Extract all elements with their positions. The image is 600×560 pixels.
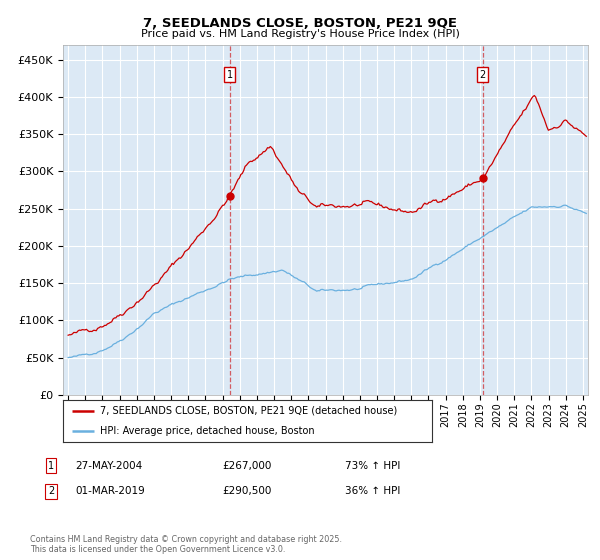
- Text: 1: 1: [227, 69, 233, 80]
- Text: 01-MAR-2019: 01-MAR-2019: [75, 486, 145, 496]
- Text: Price paid vs. HM Land Registry's House Price Index (HPI): Price paid vs. HM Land Registry's House …: [140, 29, 460, 39]
- Text: 73% ↑ HPI: 73% ↑ HPI: [345, 461, 400, 471]
- Text: £267,000: £267,000: [222, 461, 271, 471]
- Text: 27-MAY-2004: 27-MAY-2004: [75, 461, 142, 471]
- Text: 7, SEEDLANDS CLOSE, BOSTON, PE21 9QE: 7, SEEDLANDS CLOSE, BOSTON, PE21 9QE: [143, 17, 457, 30]
- Text: 36% ↑ HPI: 36% ↑ HPI: [345, 486, 400, 496]
- Text: HPI: Average price, detached house, Boston: HPI: Average price, detached house, Bost…: [100, 426, 314, 436]
- Text: 1: 1: [48, 461, 54, 471]
- Text: 7, SEEDLANDS CLOSE, BOSTON, PE21 9QE (detached house): 7, SEEDLANDS CLOSE, BOSTON, PE21 9QE (de…: [100, 406, 397, 416]
- Text: Contains HM Land Registry data © Crown copyright and database right 2025.
This d: Contains HM Land Registry data © Crown c…: [30, 535, 342, 554]
- Text: £290,500: £290,500: [222, 486, 271, 496]
- Text: 2: 2: [479, 69, 486, 80]
- Text: 2: 2: [48, 486, 54, 496]
